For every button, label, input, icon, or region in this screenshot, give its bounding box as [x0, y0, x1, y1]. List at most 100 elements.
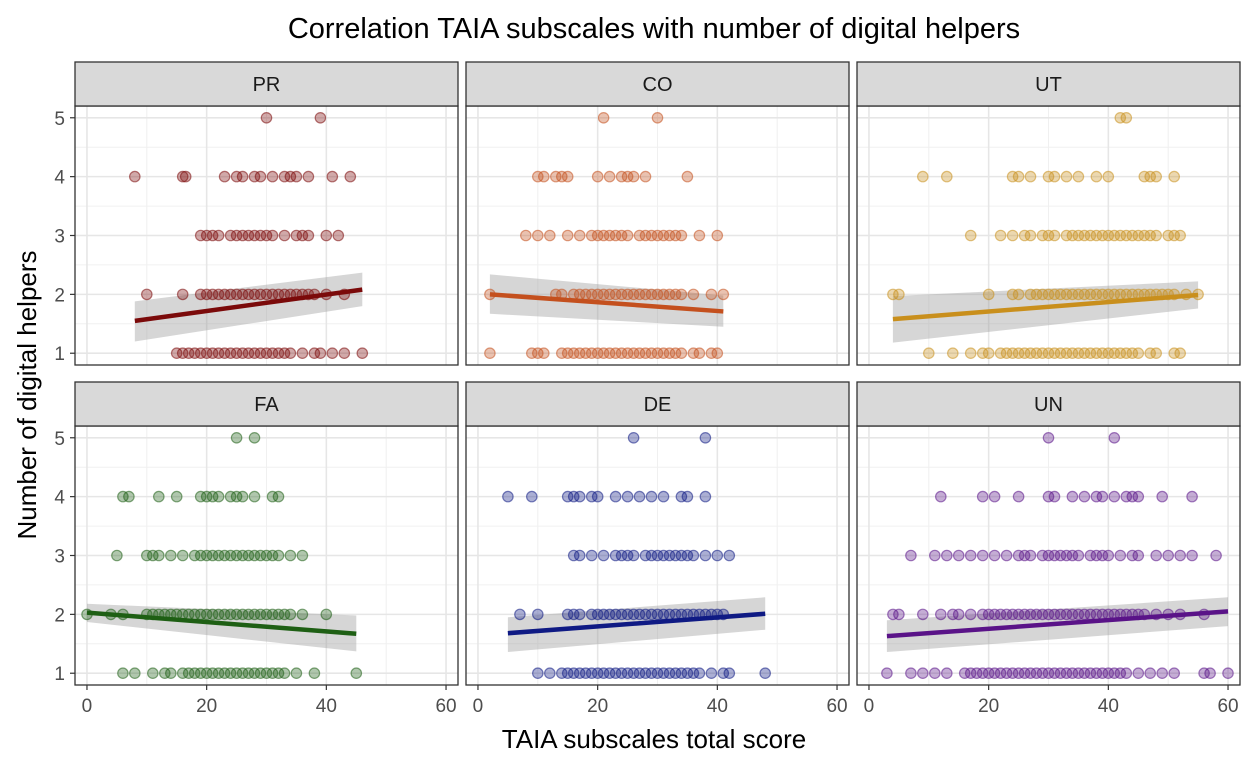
- data-point: [924, 348, 934, 358]
- data-point: [130, 171, 140, 181]
- data-point: [1211, 550, 1221, 560]
- data-point: [712, 348, 722, 358]
- data-point: [124, 491, 134, 501]
- data-point: [688, 550, 698, 560]
- data-point: [1151, 171, 1161, 181]
- y-tick-label: 4: [54, 488, 65, 509]
- data-point: [978, 550, 988, 560]
- data-point: [1103, 171, 1113, 181]
- data-point: [267, 171, 277, 181]
- data-point: [1091, 171, 1101, 181]
- data-point: [646, 491, 656, 501]
- data-point: [545, 230, 555, 240]
- data-point: [978, 491, 988, 501]
- data-point: [706, 668, 716, 678]
- data-point: [948, 348, 958, 358]
- data-point: [255, 171, 265, 181]
- data-point: [533, 609, 543, 619]
- data-point: [178, 550, 188, 560]
- data-point: [640, 171, 650, 181]
- data-point: [118, 668, 128, 678]
- y-tick-label: 3: [54, 227, 65, 248]
- x-tick-label: 40: [707, 696, 728, 717]
- data-point: [593, 171, 603, 181]
- data-point: [1013, 289, 1023, 299]
- data-point: [700, 550, 710, 560]
- data-point: [760, 668, 770, 678]
- data-point: [1109, 433, 1119, 443]
- data-point: [1151, 230, 1161, 240]
- data-point: [539, 348, 549, 358]
- data-point: [628, 550, 638, 560]
- data-point: [575, 491, 585, 501]
- data-point: [906, 668, 916, 678]
- data-point: [1073, 171, 1083, 181]
- data-point: [575, 609, 585, 619]
- data-point: [112, 550, 122, 560]
- data-point: [995, 230, 1005, 240]
- data-point: [1205, 668, 1215, 678]
- data-point: [291, 171, 301, 181]
- data-point: [1049, 171, 1059, 181]
- x-tick-label: 60: [435, 696, 456, 717]
- data-point: [166, 550, 176, 560]
- data-point: [966, 348, 976, 358]
- data-point: [628, 171, 638, 181]
- data-point: [676, 348, 686, 358]
- data-point: [724, 550, 734, 560]
- x-tick-label: 0: [473, 696, 484, 717]
- y-tick-label: 1: [54, 344, 65, 365]
- y-tick-label: 2: [54, 605, 65, 626]
- data-point: [154, 550, 164, 560]
- data-point: [1163, 550, 1173, 560]
- data-point: [345, 171, 355, 181]
- data-point: [533, 230, 543, 240]
- data-point: [1157, 491, 1167, 501]
- data-point: [930, 550, 940, 560]
- y-tick-label: 1: [54, 664, 65, 685]
- data-point: [1223, 668, 1233, 678]
- data-point: [712, 550, 722, 560]
- data-point: [321, 609, 331, 619]
- data-point: [1157, 668, 1167, 678]
- data-point: [181, 171, 191, 181]
- data-point: [1115, 550, 1125, 560]
- data-point: [297, 609, 307, 619]
- data-point: [148, 668, 158, 678]
- data-point: [1175, 550, 1185, 560]
- data-point: [712, 230, 722, 240]
- data-point: [1133, 668, 1143, 678]
- data-point: [315, 113, 325, 123]
- data-point: [694, 348, 704, 358]
- data-point: [154, 491, 164, 501]
- data-point: [563, 171, 573, 181]
- data-point: [327, 348, 337, 358]
- data-point: [1151, 550, 1161, 560]
- facet-strip-label: UT: [1035, 74, 1062, 96]
- data-point: [273, 491, 283, 501]
- data-point: [172, 491, 182, 501]
- data-point: [285, 348, 295, 358]
- data-point: [231, 433, 241, 443]
- data-point: [533, 668, 543, 678]
- data-point: [966, 609, 976, 619]
- data-point: [1097, 491, 1107, 501]
- data-point: [682, 491, 692, 501]
- data-point: [694, 230, 704, 240]
- data-point: [598, 113, 608, 123]
- y-tick-label: 5: [54, 109, 65, 130]
- facet-strip-label: CO: [643, 74, 673, 96]
- data-point: [936, 491, 946, 501]
- facet-panel-ut: UT: [857, 62, 1240, 365]
- data-point: [706, 289, 716, 299]
- data-point: [503, 491, 513, 501]
- data-point: [587, 550, 597, 560]
- data-point: [1133, 348, 1143, 358]
- data-point: [942, 668, 952, 678]
- y-tick-label: 3: [54, 547, 65, 568]
- chart-title: Correlation TAIA subscales with number o…: [288, 13, 1020, 45]
- data-point: [894, 289, 904, 299]
- data-point: [142, 289, 152, 299]
- facet-strip-label: DE: [644, 394, 672, 416]
